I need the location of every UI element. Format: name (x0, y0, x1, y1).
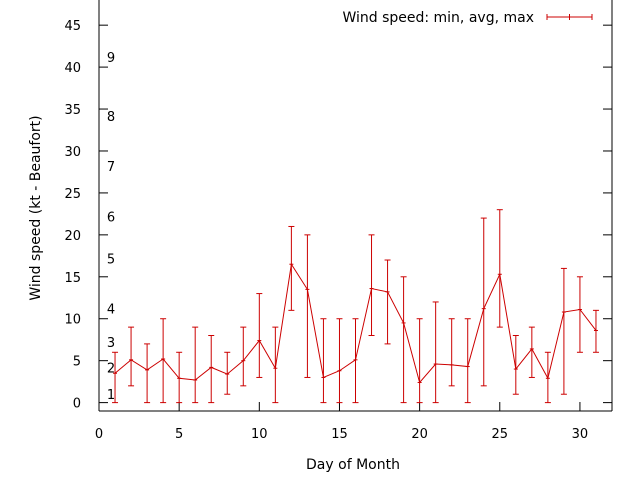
y-tick-label: 35 (64, 103, 81, 118)
y-tick-label: 30 (64, 145, 81, 160)
beaufort-label: 9 (107, 51, 115, 66)
beaufort-label: 8 (107, 110, 115, 125)
y-tick-label: 40 (64, 61, 81, 76)
x-tick-label: 0 (95, 427, 103, 442)
beaufort-scale: 1 2 3 4 5 6 7 8 9 (107, 51, 115, 403)
y-tick-label: 5 (73, 355, 81, 370)
beaufort-label: 4 (107, 303, 115, 318)
legend-label: Wind speed: min, avg, max (342, 10, 534, 26)
x-tick-label: 25 (492, 427, 509, 442)
x-axis-title: Day of Month (306, 457, 400, 473)
x-tick-label: 10 (251, 427, 268, 442)
beaufort-label: 2 (107, 361, 115, 376)
y-tick-label: 25 (64, 187, 81, 202)
y-tick-label: 15 (64, 271, 81, 286)
y-axis-title: Wind speed (kt - Beaufort) (28, 115, 44, 300)
plot-frame (98, 0, 613, 412)
y-tick-label: 0 (73, 397, 81, 412)
legend-key (546, 14, 593, 20)
beaufort-label: 5 (107, 252, 115, 267)
x-ticks: 0 5 10 15 20 25 30 (95, 402, 588, 442)
x-tick-label: 20 (411, 427, 428, 442)
y-tick-label: 20 (64, 229, 81, 244)
beaufort-label: 6 (107, 210, 115, 225)
x-tick-label: 5 (175, 427, 183, 442)
x-tick-label: 30 (572, 427, 589, 442)
beaufort-label: 1 (107, 388, 115, 403)
error-bars (112, 209, 599, 404)
legend: Wind speed: min, avg, max (342, 10, 593, 26)
y-tick-label: 45 (64, 19, 81, 34)
y-tick-label: 10 (64, 313, 81, 328)
x-tick-label: 15 (331, 427, 348, 442)
avg-points (113, 263, 598, 383)
beaufort-label: 3 (107, 336, 115, 351)
beaufort-label: 7 (107, 160, 115, 175)
